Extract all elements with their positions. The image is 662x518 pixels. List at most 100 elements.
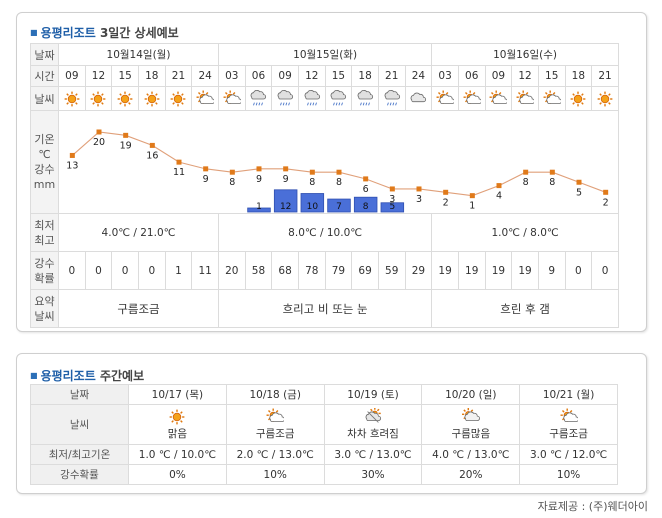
rain-cloud-icon <box>329 89 347 105</box>
temperature-label: 1 <box>469 201 475 212</box>
temperature-point <box>336 169 342 175</box>
chart-row: 기온 ℃ 강수 mm 1 12 10 7 8 5 13 20 19 16 11 9 8 9 9 8 8 6 3 3 2 1… <box>30 110 619 214</box>
detail-forecast-title: ■ 용평리조트 3일간 상세예보 <box>30 24 179 41</box>
temperature-point <box>149 142 155 148</box>
precip-prob-cell: 68 <box>271 251 299 290</box>
temperature-label: 11 <box>173 167 185 178</box>
precip-prob-cell: 19 <box>484 251 513 290</box>
precip-prob-cell: 9 <box>537 251 566 290</box>
hour-cell: 09 <box>58 65 86 87</box>
hour-cell: 18 <box>564 65 593 87</box>
weather-icon-cell <box>217 86 246 111</box>
weekly-prob-row: 강수확률 0% 10% 30% 20% 10% <box>30 464 618 485</box>
max-label: 최고 <box>34 233 55 247</box>
precip-prob-cell: 0 <box>137 251 166 290</box>
partly-cloudy-icon <box>436 90 455 105</box>
temperature-point <box>469 193 475 199</box>
weekly-weather-desc: 구름조금 <box>549 428 588 440</box>
summary-label-1: 요약 <box>34 294 55 308</box>
weekly-weather-row: 날씨 맑음 구름조금 차차 흐려짐 구름많음 구름조금 <box>30 404 618 445</box>
hour-cell: 21 <box>377 65 406 87</box>
hour-row: 시간 09 12 15 18 21 24 03 06 09 12 15 18 21 24 03 06 09 12 1… <box>30 65 619 87</box>
precip-bar <box>380 202 405 213</box>
weekly-weather-desc: 맑음 <box>167 428 188 440</box>
precip-bar <box>247 207 271 213</box>
temperature-point <box>69 152 75 158</box>
temperature-point <box>96 129 102 135</box>
minmax-cell: 8.0℃ / 10.0℃ <box>217 213 433 252</box>
rain-cloud-icon <box>356 89 374 105</box>
temperature-point <box>603 189 609 195</box>
temperature-point <box>576 179 582 185</box>
precip-prob-cell: 0 <box>111 251 139 290</box>
sunny-icon <box>169 91 187 106</box>
date-cell: 10월16일(수) <box>431 43 619 66</box>
title-bullet-icon: ■ <box>30 371 38 380</box>
weekly-minmax-cell: 3.0 ℃ / 12.0℃ <box>519 444 618 465</box>
weekly-prob-cell: 20% <box>421 464 521 485</box>
precip-bar-label: 12 <box>280 202 291 212</box>
minmax-row: 최저 최고 4.0℃ / 21.0℃ 8.0℃ / 10.0℃ 1.0℃ / 8… <box>30 213 619 252</box>
temperature-point <box>549 169 555 175</box>
precip-bar <box>273 189 298 213</box>
hour-cell: 18 <box>351 65 379 87</box>
temperature-point <box>496 183 502 189</box>
temperature-point <box>283 166 289 172</box>
partly-cloudy-icon <box>521 408 617 426</box>
weather-icon-cell <box>58 86 86 111</box>
prob-label-1: 강수 <box>34 256 55 270</box>
partly-cloudy-icon <box>543 90 561 105</box>
temperature-point <box>176 159 182 165</box>
partly-cloudy-icon <box>223 90 241 105</box>
sunny-icon <box>596 91 614 106</box>
date-row: 날짜 10월14일(월) 10월15일(화) 10월16일(수) <box>30 43 619 66</box>
precip-bar-label: 7 <box>336 202 342 212</box>
hour-cell: 21 <box>591 65 619 87</box>
temperature-label: 8 <box>523 177 529 188</box>
temperature-label: 20 <box>93 137 105 148</box>
temperature-point <box>389 186 395 192</box>
temperature-point <box>123 132 129 138</box>
precip-bar <box>300 193 325 213</box>
precip-prob-cell: 59 <box>377 251 406 290</box>
date-cell: 10월15일(화) <box>217 43 433 66</box>
minmax-cell: 1.0℃ / 8.0℃ <box>431 213 619 252</box>
weather-icon-cell <box>431 86 459 111</box>
weekly-forecast-title: ■ 용평리조트 주간예보 <box>30 367 144 384</box>
hour-cell: 06 <box>244 65 273 87</box>
weather-icon-cell <box>537 86 566 111</box>
weather-icon-cell <box>404 86 433 111</box>
temperature-label: 2 <box>443 197 449 208</box>
summary-header: 요약 날씨 <box>30 289 59 328</box>
weather-icon-cell <box>511 86 539 111</box>
temperature-label: 16 <box>146 150 158 161</box>
temperature-label: 8 <box>229 177 235 188</box>
precip-bar-label: 8 <box>363 202 369 212</box>
prob-header: 강수 확률 <box>30 251 59 290</box>
weather-icon-cell <box>457 86 486 111</box>
precip-bar <box>353 196 378 213</box>
precip-prob-cell: 29 <box>404 251 433 290</box>
temperature-point <box>363 176 369 182</box>
precip-bar-label: 10 <box>307 202 319 212</box>
weather-icon-cell <box>137 86 166 111</box>
hour-cell: 03 <box>217 65 246 87</box>
precip-prob-cell: 0 <box>564 251 593 290</box>
sunny-icon <box>116 91 134 106</box>
temperature-label: 8 <box>549 177 555 188</box>
temperature-label: 9 <box>203 174 209 185</box>
precip-prob-cell: 78 <box>297 251 326 290</box>
weekly-prob-cell: 0% <box>128 464 227 485</box>
precip-bar <box>327 198 351 213</box>
temperature-point <box>256 166 262 172</box>
temperature-chart-cell: 1 12 10 7 8 5 13 20 19 16 11 9 8 9 9 8 8 6 3 3 2 1 4 8 8 5 2 <box>58 110 619 214</box>
weekly-forecast-table: 날짜 10/17 (목) 10/18 (금) 10/19 (토) 10/20 (일) 1… <box>30 384 618 485</box>
summary-cell: 구름조금 <box>58 289 219 328</box>
mostly-cloudy-icon <box>423 408 519 426</box>
temperature-point <box>309 169 315 175</box>
hour-cell: 24 <box>191 65 219 87</box>
weekly-minmax-header: 최저/최고기온 <box>30 444 129 465</box>
precip-prob-cell: 1 <box>164 251 193 290</box>
weekly-weather-cell: 구름많음 <box>421 404 521 445</box>
detail-title-text: 3일간 상세예보 <box>99 26 179 40</box>
